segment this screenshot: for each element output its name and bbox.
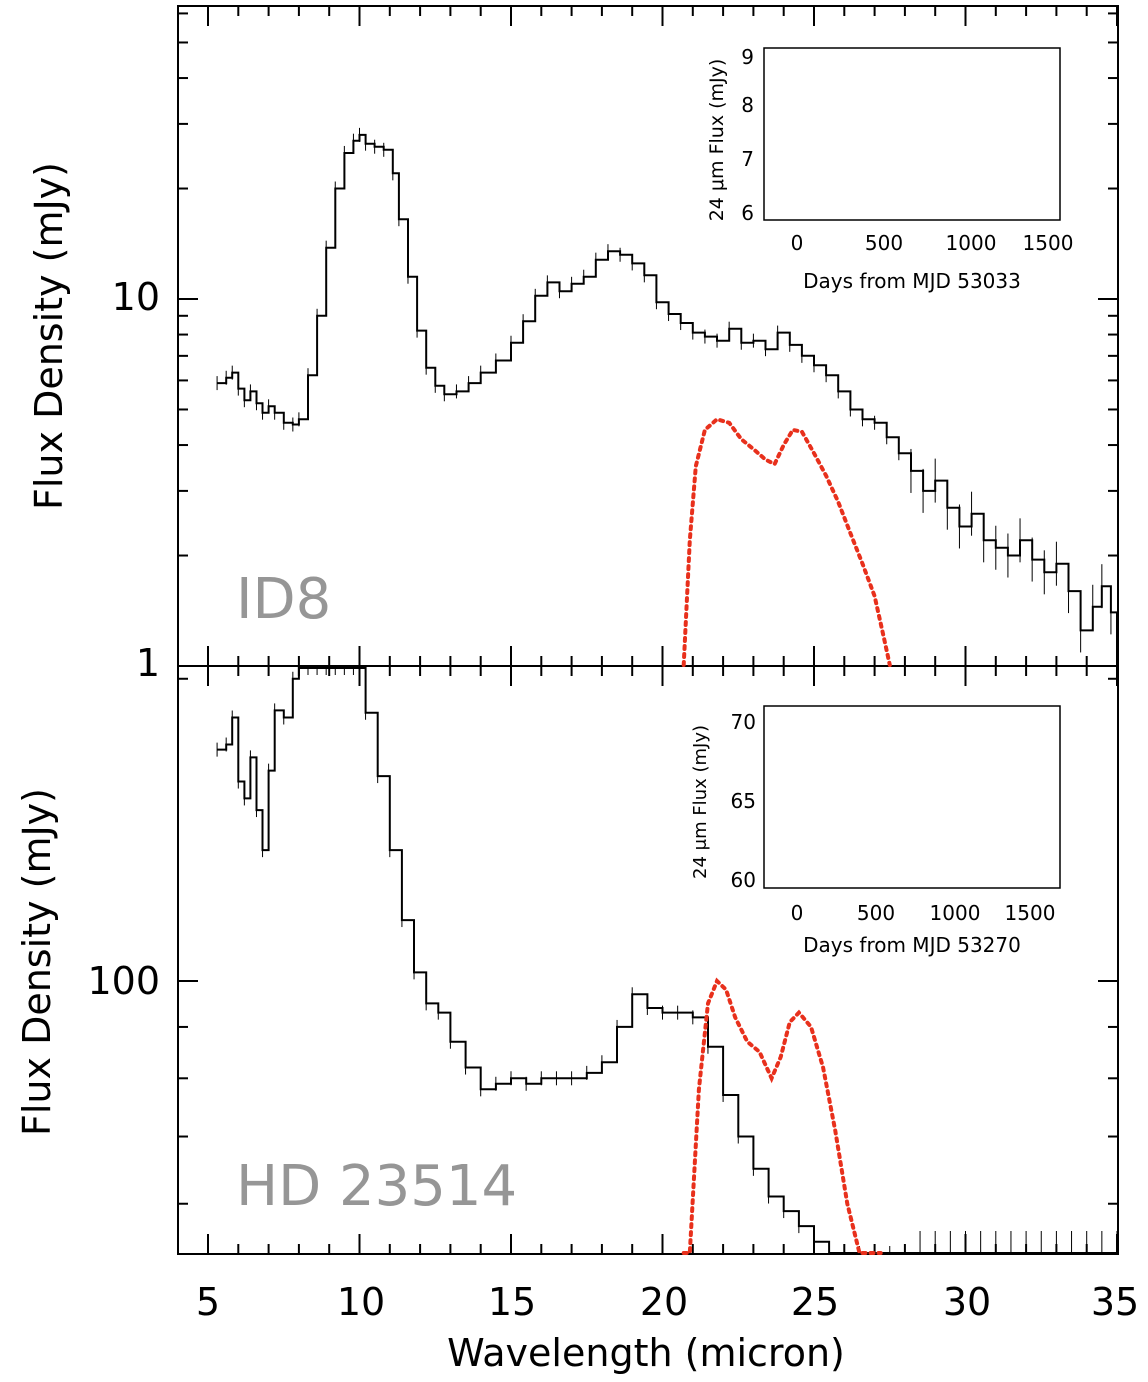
x-tick-label: 20 [640,1280,688,1324]
x-tick-label: 30 [943,1280,991,1324]
top-object-label: ID8 [236,567,331,632]
bottom-inset-x-tick: 1500 [1005,901,1056,925]
x-tick-label: 15 [488,1280,536,1324]
id8-filter-line [681,417,892,667]
hd23514-filter-line [681,977,883,1255]
top-inset-x-tick: 500 [865,231,903,255]
bottom-y-tick-label: 100 [87,959,160,1003]
top-y-tick-label: 10 [112,275,160,319]
bottom-inset-x-label: Days from MJD 53270 [803,933,1021,957]
top-inset-y-tick: 9 [741,45,754,69]
top-y-axis-label: Flux Density (mJy) [27,162,71,510]
top-inset-x-tick: 0 [791,231,804,255]
bottom-inset-x-tick: 0 [791,901,804,925]
top-inset-y-tick: 7 [741,147,754,171]
x-tick-label: 25 [791,1280,839,1324]
bottom-y-axis-label: Flux Density (mJy) [15,788,59,1136]
bottom-inset-y-tick: 65 [731,789,756,813]
bottom-inset-frame [763,705,1061,889]
bottom-y-ticks [178,677,1118,1205]
bottom-inset-y-tick: 70 [731,710,756,734]
bottom-spectrum [216,667,1118,1254]
top-filter-curve [681,417,892,667]
bottom-object-label: HD 23514 [236,1154,517,1219]
bottom-filter-curve [681,977,883,1255]
top-inset-x-tick: 1500 [1023,231,1074,255]
x-tick-label: 10 [337,1280,385,1324]
top-inset-x-tick: 1000 [946,231,997,255]
top-y-tick-label: 1 [136,641,160,685]
top-inset-y-tick: 8 [741,93,754,117]
x-axis-label: Wavelength (micron) [447,1331,845,1375]
top-inset-frame [763,47,1061,221]
x-tick-label: 35 [1091,1280,1139,1324]
top-spectrum [216,127,1118,665]
top-y-ticks [178,12,1118,557]
bottom-inset-x-tick: 500 [857,901,895,925]
top-inset-x-label: Days from MJD 53033 [803,269,1021,293]
bottom-panel-frame [177,665,1119,1255]
bottom-inset-x-tick: 1000 [930,901,981,925]
top-inset-y-tick: 6 [741,201,754,225]
bottom-inset-y-label: 24 μm Flux (mJy) [690,725,711,879]
x-tick-label: 5 [196,1280,220,1324]
bottom-inset-y-tick: 60 [731,868,756,892]
top-inset-y-label: 24 μm Flux (mJy) [706,59,728,222]
